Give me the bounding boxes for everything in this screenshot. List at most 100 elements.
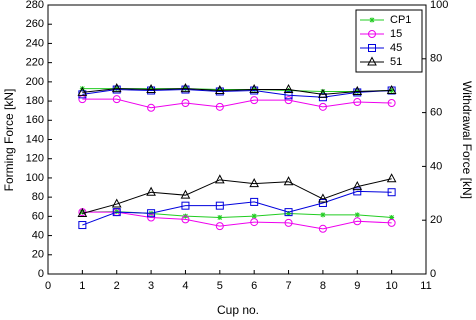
marker [318, 88, 328, 98]
x-tick-label: 3 [148, 280, 154, 292]
marker [284, 208, 293, 217]
marker [114, 209, 120, 215]
y2-tick-label: 60 [430, 107, 442, 119]
series-line [82, 178, 392, 214]
x-tick-label: 6 [251, 280, 257, 292]
marker [181, 98, 190, 107]
marker [249, 83, 260, 94]
marker [78, 221, 87, 230]
legend-label: CP1 [390, 14, 411, 26]
marker [180, 189, 191, 199]
series-line [82, 89, 392, 98]
marker [147, 103, 156, 112]
y2-tick-label: 80 [430, 53, 442, 65]
marker [181, 85, 190, 94]
marker [77, 86, 88, 96]
y2-tick-label: 40 [430, 160, 442, 172]
marker [318, 224, 327, 233]
marker [112, 95, 121, 104]
marker [284, 91, 293, 100]
x-tick-label: 4 [182, 280, 188, 292]
y-tick-label: 200 [26, 76, 44, 88]
series-line [82, 88, 392, 95]
marker [146, 186, 156, 196]
y-tick-label: 240 [26, 37, 44, 49]
marker [215, 222, 224, 231]
marker [79, 209, 85, 215]
marker [214, 174, 225, 184]
marker [180, 83, 191, 93]
marker [250, 96, 259, 105]
marker [112, 85, 121, 94]
marker [352, 181, 363, 191]
y2-tick-label: 100 [430, 0, 448, 11]
marker [354, 212, 360, 218]
y2-tick-label: 0 [430, 268, 436, 280]
x-tick-label: 7 [285, 280, 291, 292]
marker [250, 197, 259, 206]
marker [181, 201, 190, 210]
legend-marker [368, 44, 376, 52]
y-tick-label: 0 [38, 268, 44, 280]
legend-label: 45 [390, 42, 402, 54]
marker [283, 176, 294, 186]
marker [215, 201, 224, 210]
marker [386, 173, 397, 183]
series-line [82, 211, 392, 230]
x-tick-label: 0 [45, 280, 51, 292]
x-tick-label: 5 [217, 280, 223, 292]
x-tick-label: 1 [79, 280, 85, 292]
series-line [82, 98, 392, 109]
legend-marker [367, 56, 377, 66]
marker [217, 215, 223, 221]
legend-label: 15 [390, 28, 402, 40]
marker [352, 85, 363, 95]
y2-axis-label: Withdrawal Force [kN] [460, 81, 474, 199]
y-tick-label: 80 [32, 191, 44, 203]
marker [111, 83, 122, 93]
y-axis-label: Forming Force [kN] [2, 89, 16, 192]
marker [112, 208, 121, 217]
marker [251, 213, 257, 219]
marker [320, 88, 326, 94]
y-tick-label: 160 [26, 114, 44, 126]
marker [146, 83, 156, 94]
marker [250, 218, 259, 227]
y-tick-label: 180 [26, 95, 44, 107]
marker [181, 215, 190, 224]
marker [250, 86, 259, 95]
marker [214, 84, 225, 95]
marker [77, 207, 88, 217]
marker [148, 86, 154, 92]
marker [147, 213, 156, 222]
legend-marker [369, 17, 375, 23]
x-tick-label: 11 [420, 280, 431, 292]
marker [249, 178, 260, 188]
marker [217, 87, 223, 93]
y-tick-label: 40 [32, 229, 44, 241]
marker [389, 215, 395, 221]
marker [387, 98, 396, 107]
marker [353, 88, 362, 97]
marker [386, 84, 397, 95]
marker [147, 209, 156, 218]
marker [286, 210, 292, 216]
y-tick-label: 140 [26, 133, 44, 145]
marker [318, 198, 327, 207]
marker [111, 198, 122, 208]
marker [318, 102, 327, 111]
x-tick-label: 9 [354, 280, 360, 292]
marker [387, 218, 396, 227]
x-tick-label: 8 [320, 280, 326, 292]
marker [318, 193, 328, 203]
marker [320, 212, 326, 218]
marker [215, 102, 224, 111]
marker [387, 188, 396, 197]
x-axis-label: Cup no. [217, 303, 259, 317]
x-tick-label: 10 [386, 280, 398, 292]
marker [215, 87, 224, 96]
marker [286, 88, 292, 94]
x-tick-label: 2 [114, 280, 120, 292]
marker [284, 218, 293, 227]
